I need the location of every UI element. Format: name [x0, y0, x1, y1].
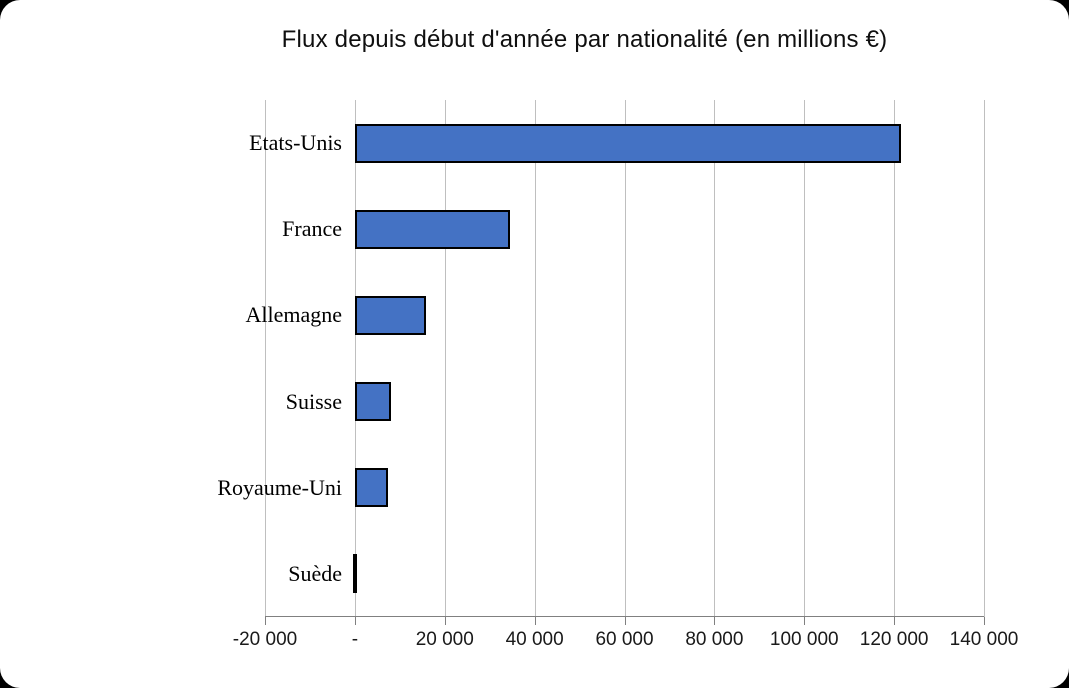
x-tick-label: 20 000: [415, 629, 474, 650]
x-tick-label: 120 000: [859, 629, 929, 650]
axis-tick: [534, 617, 536, 625]
x-tick-label: 140 000: [949, 629, 1019, 650]
category-axis-labels: Etats-Unis France Allemagne Suisse Royaume-U…: [0, 100, 342, 617]
gridline: [804, 100, 806, 617]
gridline: [894, 100, 896, 617]
gridline: [265, 100, 266, 617]
category-label-su-de: Suède: [288, 560, 342, 586]
bar-france: [354, 209, 510, 249]
axis-tick: [444, 617, 446, 625]
gridline: [534, 100, 536, 617]
x-tick-label: -: [351, 629, 359, 650]
bar-allemagne: [354, 295, 426, 335]
gridline: [984, 100, 985, 617]
x-tick-label: 100 000: [769, 629, 839, 650]
category-label-suisse: Suisse: [285, 388, 342, 414]
axis-tick: [354, 617, 356, 625]
gridline: [354, 100, 356, 617]
bar-suisse: [354, 382, 391, 422]
axis-tick: [984, 617, 985, 625]
gridline: [714, 100, 716, 617]
plot-area: [265, 100, 985, 625]
axis-tick: [714, 617, 716, 625]
x-tick-label: 60 000: [595, 629, 654, 650]
category-label-allemagne: Allemagne: [245, 302, 342, 328]
bar-etats-unis: [354, 123, 901, 163]
bar-su-de: [352, 554, 357, 594]
x-axis-labels: -20 000-20 000 40 000 60 000 80 000 100 000 1…: [233, 629, 1019, 653]
x-tick-label: 40 000: [505, 629, 564, 650]
axis-tick: [265, 617, 266, 625]
chart-title: Flux depuis début d'année par nationalit…: [281, 26, 888, 53]
category-label-france: France: [282, 216, 342, 242]
x-axis-line: [265, 616, 984, 617]
gridline: [444, 100, 446, 617]
bar-royaume-uni: [354, 468, 389, 508]
x-tick-label: -20 000: [232, 629, 298, 650]
axis-tick: [804, 617, 806, 625]
axis-tick: [894, 617, 896, 625]
gridline: [624, 100, 626, 617]
axis-tick: [624, 617, 626, 625]
category-label-royaume-uni: Royaume-Uni: [217, 474, 342, 500]
category-label-etats-unis: Etats-Unis: [249, 130, 342, 156]
x-tick-label: 80 000: [685, 629, 744, 650]
